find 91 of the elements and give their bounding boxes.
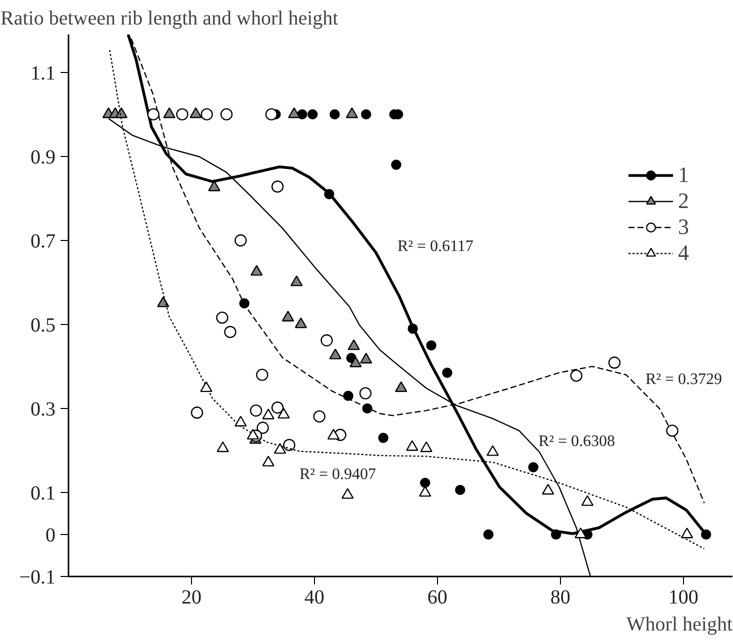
point <box>176 108 188 120</box>
point <box>391 160 402 170</box>
annotation: R² = 0.3729 <box>646 371 722 388</box>
point <box>486 445 499 456</box>
point <box>680 528 694 538</box>
point <box>250 264 263 276</box>
point <box>550 529 562 540</box>
point <box>234 234 247 246</box>
annotation: R² = 0.6117 <box>398 238 474 255</box>
point <box>274 443 286 454</box>
point <box>216 441 229 452</box>
point <box>408 324 418 334</box>
point <box>420 441 432 452</box>
point <box>343 390 354 401</box>
x-tick-label: 40 <box>304 586 324 608</box>
y-tick-label: 0.1 <box>30 482 56 504</box>
point <box>290 275 303 286</box>
annotation: R² = 0.6308 <box>538 433 615 450</box>
point <box>200 108 213 120</box>
y-tick-label: 0.9 <box>30 146 56 168</box>
point <box>330 109 340 120</box>
point <box>320 334 333 346</box>
x-tick-label: 20 <box>181 586 202 608</box>
point <box>570 370 582 382</box>
x-tick-label: 100 <box>668 586 698 608</box>
point <box>348 339 360 350</box>
point <box>256 368 268 381</box>
y-tick-label: 1.1 <box>30 62 56 84</box>
point <box>666 424 678 437</box>
point <box>528 462 538 472</box>
annotation: R² = 0.9407 <box>300 466 376 483</box>
point <box>190 406 204 419</box>
point <box>350 356 362 368</box>
y-tick-label: −0.1 <box>19 566 56 588</box>
point <box>256 422 269 434</box>
x-tick-label: 60 <box>427 586 448 608</box>
point <box>115 107 128 118</box>
x-tick-label: 80 <box>550 586 570 608</box>
point <box>542 484 554 495</box>
point <box>581 495 594 506</box>
point <box>271 402 284 414</box>
point <box>265 108 278 120</box>
point <box>483 529 494 540</box>
point <box>200 381 212 392</box>
point <box>360 352 372 364</box>
point <box>224 326 236 338</box>
point <box>360 109 372 120</box>
point <box>327 428 340 440</box>
point <box>262 456 274 466</box>
point <box>246 428 260 440</box>
point <box>294 317 307 328</box>
point <box>406 440 418 451</box>
point <box>608 356 621 369</box>
point <box>216 312 228 324</box>
point <box>442 368 452 378</box>
point <box>163 107 176 118</box>
point <box>329 348 342 360</box>
point <box>359 387 372 400</box>
point <box>346 107 358 118</box>
point <box>278 408 290 419</box>
y-tick-label: 0.7 <box>30 230 56 252</box>
point <box>220 108 233 120</box>
point <box>378 432 388 443</box>
point <box>700 529 712 540</box>
y-tick-label: 0 <box>46 524 56 546</box>
point <box>342 488 354 499</box>
point <box>190 107 202 118</box>
point <box>250 404 262 417</box>
y-axis-title: Ratio between rib length and whorl height <box>0 8 339 30</box>
point <box>234 416 247 426</box>
y-tick-label: 0.5 <box>30 314 56 336</box>
point <box>283 438 296 452</box>
legend-label: 3 <box>678 214 690 240</box>
point <box>282 310 294 322</box>
point <box>426 340 436 351</box>
point <box>262 408 274 420</box>
point <box>420 478 430 488</box>
point <box>395 381 408 392</box>
legend-label: 4 <box>678 240 690 266</box>
legend-label: 2 <box>678 188 690 214</box>
point <box>157 296 170 308</box>
point <box>307 109 318 120</box>
x-axis-title: Whorl height <box>626 614 733 636</box>
point <box>324 189 334 200</box>
point <box>313 410 326 423</box>
legend-label: 1 <box>678 162 690 188</box>
point <box>147 108 160 120</box>
point <box>288 107 300 118</box>
point <box>455 484 466 496</box>
point <box>271 180 284 193</box>
y-tick-label: 0.3 <box>30 398 56 420</box>
